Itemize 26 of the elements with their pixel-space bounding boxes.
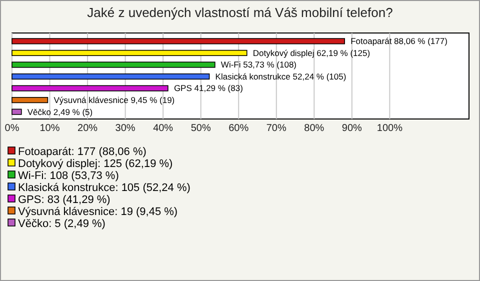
category-label: Wi-Fi 53,73 % (108)	[220, 60, 297, 70]
category-label: Výsuvná klávesnice 9,45 % (19)	[54, 95, 175, 106]
text: Výsuvná klávesnice: 19 (9,45 %)	[18, 206, 178, 218]
text: Věčko: 5 (2,49 %)	[18, 218, 106, 230]
chart-title: Jaké z uvedených vlastností má Váš mobilní telefon?	[87, 5, 393, 20]
category-label: Věčko 2,49 % (5)	[27, 106, 93, 117]
x-tick-label: 80%	[304, 123, 324, 134]
text: Wi-Fi: 108 (53,73 %)	[18, 170, 119, 182]
x-tick-label: 90%	[342, 123, 362, 134]
x-tick-label: 70%	[266, 123, 286, 134]
x-tick-label: 0%	[4, 123, 20, 134]
text: Fotoaparát: 177 (88,06 %)	[18, 146, 146, 158]
category-label: Fotoaparát 88,06 % (177)	[350, 36, 448, 46]
x-tick-label: 100%	[376, 123, 403, 134]
category-label: Klasická konstrukce 52,24 % (105)	[215, 71, 346, 82]
x-tick-label: 60%	[228, 123, 249, 134]
x-tick-label: 20%	[78, 123, 98, 134]
x-tick-label: 30%	[115, 123, 136, 134]
text: Klasická konstrukce: 105 (52,24 %)	[18, 182, 190, 194]
x-tick-label: 10%	[40, 123, 60, 134]
text: Dotykový displej: 125 (62,19 %)	[18, 158, 173, 170]
category-label: Dotykový displej 62,19 % (125)	[252, 48, 370, 58]
text: GPS: 83 (41,29 %)	[18, 194, 110, 206]
x-tick-label: 40%	[153, 123, 174, 134]
category-label: GPS 41,29 % (83)	[174, 83, 243, 94]
x-tick-label: 50%	[190, 123, 211, 134]
